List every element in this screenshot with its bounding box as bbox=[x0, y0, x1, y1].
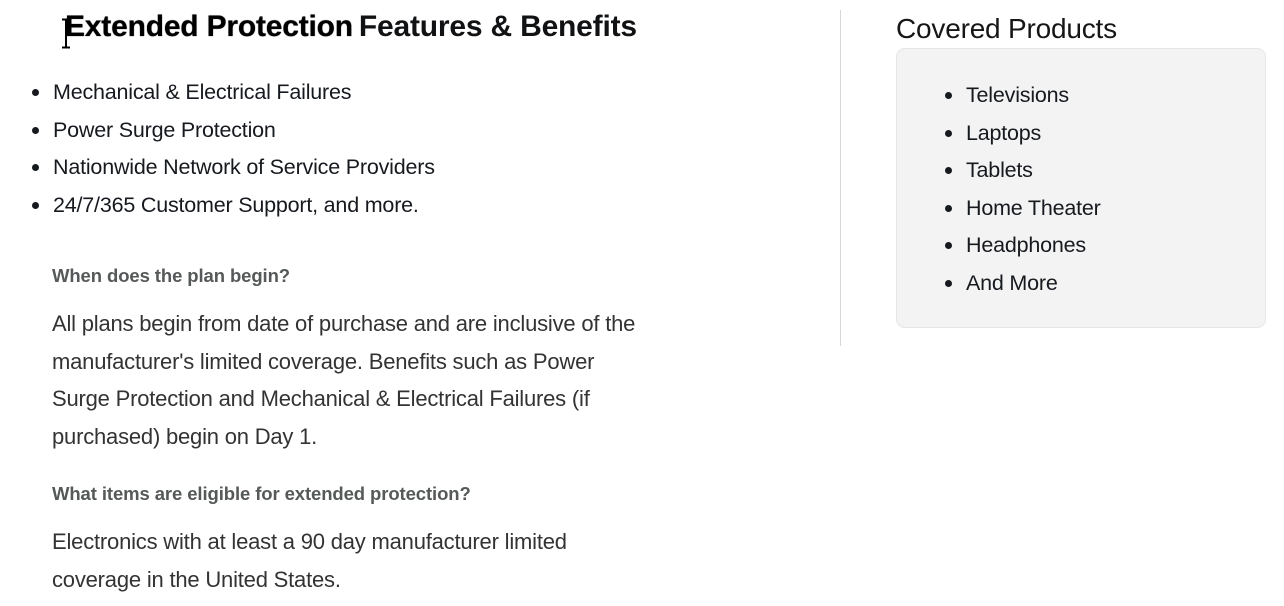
page-title: Extended Protection Features & Benefits bbox=[65, 10, 637, 44]
faq-question-text: When does the plan begin? bbox=[52, 265, 291, 286]
faq-question-plan-begin: When does the plan begin? bbox=[52, 263, 290, 288]
benefit-item: Power Surge Protection bbox=[31, 112, 435, 150]
faq-answer-plan-begin: All plans begin from date of purchase an… bbox=[52, 311, 636, 449]
page-title-secondary: Features & Benefits bbox=[358, 10, 637, 43]
vertical-divider bbox=[840, 10, 841, 346]
benefit-item: Mechanical & Electrical Failures bbox=[31, 74, 435, 112]
covered-product-item: Home Theater bbox=[945, 190, 1265, 228]
faq-answer-eligible-items: Electronics with at least a 90 day manuf… bbox=[52, 529, 567, 592]
text-cursor-ibeam-icon bbox=[60, 18, 72, 49]
benefit-item: Nationwide Network of Service Providers bbox=[31, 149, 435, 187]
covered-product-item: Laptops bbox=[945, 115, 1265, 153]
covered-products-box: Televisions Laptops Tablets Home Theater… bbox=[896, 48, 1266, 328]
covered-product-item: Televisions bbox=[945, 77, 1265, 115]
covered-product-item: And More bbox=[945, 265, 1265, 303]
covered-product-item: Tablets bbox=[945, 152, 1265, 190]
benefits-list: Mechanical & Electrical Failures Power S… bbox=[31, 74, 435, 224]
faq-question-eligible-items: What items are eligible for extended prot… bbox=[52, 481, 471, 506]
faq-question-text-secondary: extended protection? bbox=[284, 483, 471, 504]
faq-question-text: What items are eligible for bbox=[52, 483, 280, 504]
covered-products-title: Covered Products bbox=[896, 13, 1117, 44]
covered-products-list: Televisions Laptops Tablets Home Theater… bbox=[945, 77, 1265, 302]
page-title-primary: Extended Protection bbox=[65, 10, 353, 43]
benefit-item: 24/7/365 Customer Support, and more. bbox=[31, 187, 435, 225]
covered-product-item: Headphones bbox=[945, 227, 1265, 265]
